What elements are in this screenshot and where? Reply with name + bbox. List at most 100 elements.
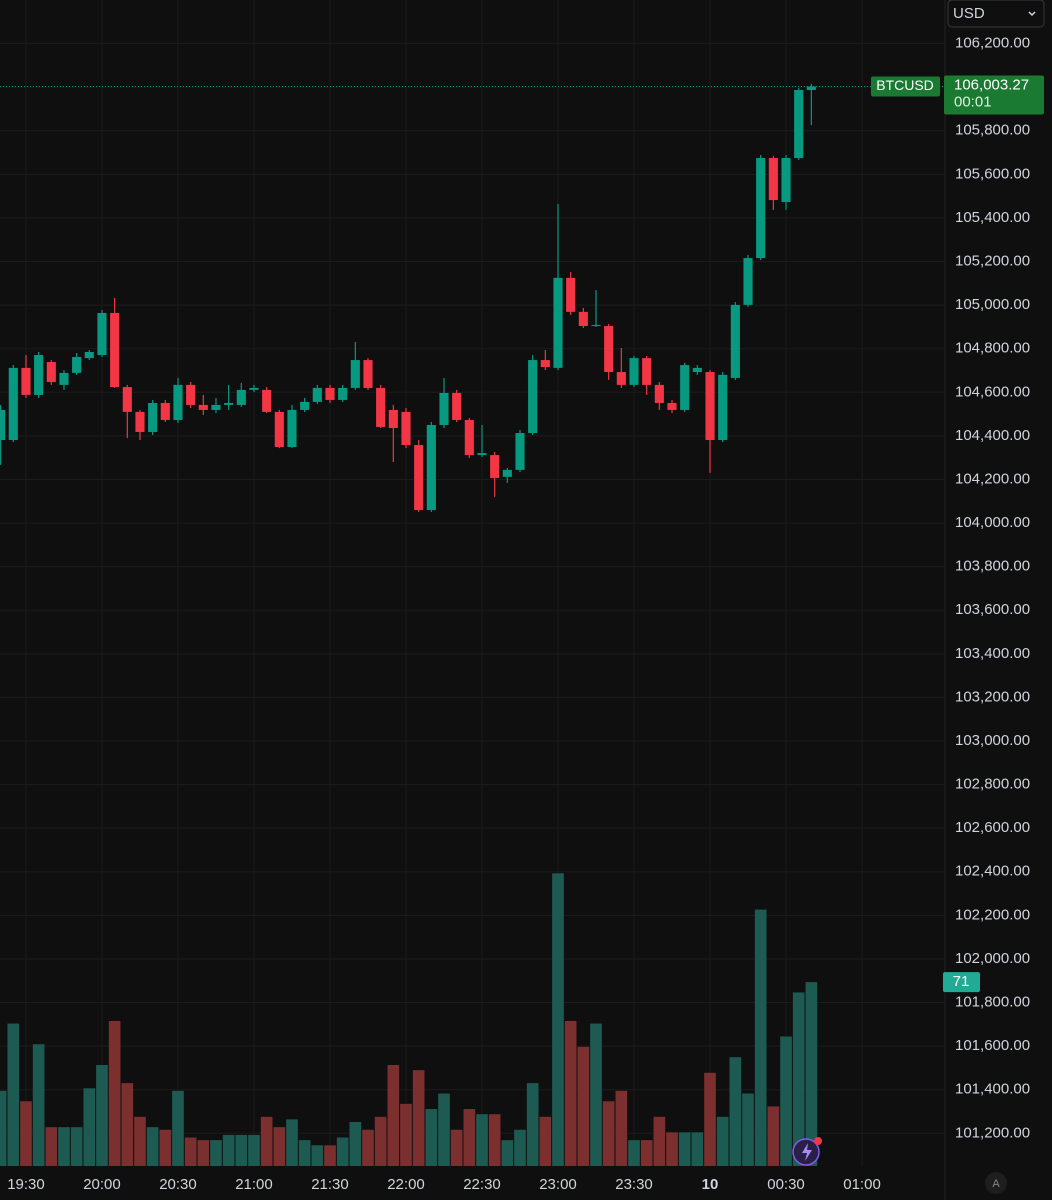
candle-body xyxy=(34,355,44,395)
volume-bar xyxy=(742,1093,754,1166)
volume-bar xyxy=(729,1057,742,1166)
x-tick-label: 20:30 xyxy=(159,1176,197,1193)
volume-bar xyxy=(96,1064,108,1166)
candle-body xyxy=(515,433,525,470)
volume-bar xyxy=(678,1132,691,1166)
candle-body xyxy=(629,358,639,385)
candle-body xyxy=(490,455,500,478)
volume-bar xyxy=(666,1132,678,1166)
volume-bar xyxy=(159,1129,172,1166)
candle-body xyxy=(122,387,132,412)
volume-bar xyxy=(222,1134,235,1166)
y-tick-label: 102,600.00 xyxy=(955,819,1030,836)
auto-scale-button[interactable] xyxy=(985,1172,1007,1194)
candle-body xyxy=(274,411,284,448)
volume-bar xyxy=(514,1129,526,1166)
volume-bar xyxy=(590,1023,602,1166)
volume-bar xyxy=(615,1090,628,1166)
price-pane xyxy=(0,83,945,512)
volume-bar xyxy=(754,909,767,1166)
x-tick-label: 21:00 xyxy=(235,1176,273,1193)
dropdown-arrow xyxy=(1028,11,1036,17)
volume-bar xyxy=(58,1127,70,1166)
volume-bar xyxy=(172,1090,184,1166)
candle-body xyxy=(477,453,487,456)
volume-bar xyxy=(539,1116,552,1166)
volume-bar xyxy=(298,1140,311,1166)
volume-bar xyxy=(146,1127,159,1166)
volume-bar xyxy=(400,1103,412,1166)
y-tick-label: 105,600.00 xyxy=(955,165,1030,182)
auto-scale-label: A xyxy=(992,1178,1000,1190)
y-tick-label: 105,000.00 xyxy=(955,296,1030,313)
candle-body xyxy=(110,312,120,388)
assistant-bolt xyxy=(802,1143,812,1161)
candle-body xyxy=(84,351,94,359)
candle-body xyxy=(211,404,221,410)
volume-bar xyxy=(476,1114,488,1166)
x-tick-label: 19:30 xyxy=(7,1176,45,1193)
candle-body xyxy=(21,367,31,395)
volume-pane xyxy=(0,873,818,1166)
volume-badge xyxy=(943,972,980,993)
candle-body xyxy=(718,374,728,441)
candle-body xyxy=(743,258,753,305)
candle-body xyxy=(781,158,791,203)
volume-bar xyxy=(704,1072,716,1166)
volume-bar xyxy=(425,1109,438,1166)
volume-bar xyxy=(286,1119,298,1166)
volume-bar xyxy=(463,1109,476,1166)
candle-body xyxy=(642,358,652,385)
symbol-label: BTCUSD xyxy=(876,77,934,93)
candle-body xyxy=(72,356,82,373)
volume-bar xyxy=(716,1116,729,1166)
volume-bar xyxy=(780,1036,792,1166)
volume-bar xyxy=(210,1140,222,1166)
candle-body xyxy=(249,387,259,390)
assistant-badge xyxy=(814,1137,822,1145)
y-tick-label: 101,600.00 xyxy=(955,1037,1030,1054)
candle-body xyxy=(224,402,234,405)
y-tick-label: 101,800.00 xyxy=(955,994,1030,1011)
volume-bar xyxy=(805,982,818,1166)
y-tick-label: 103,600.00 xyxy=(955,601,1030,618)
volume-bar xyxy=(121,1083,134,1166)
candle-body xyxy=(426,424,436,510)
candle-body xyxy=(591,324,601,327)
candle-body xyxy=(794,90,804,159)
volume-bar xyxy=(488,1114,501,1166)
volume-bar xyxy=(235,1134,248,1166)
x-tick-label: 20:00 xyxy=(83,1176,121,1193)
candle-body xyxy=(502,469,512,477)
y-tick-label: 105,200.00 xyxy=(955,253,1030,270)
candle-body xyxy=(540,360,550,368)
y-tick-label: 104,400.00 xyxy=(955,427,1030,444)
candle-body xyxy=(414,445,424,510)
volume-bar xyxy=(653,1116,666,1166)
volume-bar xyxy=(412,1070,425,1166)
last-price-badge xyxy=(944,75,1044,115)
currency-dropdown[interactable] xyxy=(947,0,1045,28)
candle-body xyxy=(616,372,626,385)
y-tick-label: 106,200.00 xyxy=(955,35,1030,52)
volume-bar xyxy=(577,1046,590,1166)
volume-bar xyxy=(108,1020,121,1166)
last-price-label: 106,003.27 xyxy=(954,76,1029,93)
candle-body xyxy=(388,409,398,429)
y-tick-label: 102,200.00 xyxy=(955,906,1030,923)
candle-body xyxy=(705,372,715,441)
y-tick-label: 105,400.00 xyxy=(955,209,1030,226)
volume-bar xyxy=(792,992,805,1166)
candle-body xyxy=(680,365,690,410)
y-tick-label: 103,000.00 xyxy=(955,732,1030,749)
y-tick-label: 103,200.00 xyxy=(955,688,1030,705)
volume-bar xyxy=(32,1044,45,1166)
volume-bar xyxy=(564,1020,577,1166)
candle-body xyxy=(325,387,335,400)
candle-body xyxy=(692,367,702,373)
x-tick-label: 10 xyxy=(702,1176,719,1193)
candle-body xyxy=(756,158,766,259)
candle-body xyxy=(376,387,386,427)
candle-body xyxy=(654,384,664,403)
candle-body xyxy=(464,419,474,456)
